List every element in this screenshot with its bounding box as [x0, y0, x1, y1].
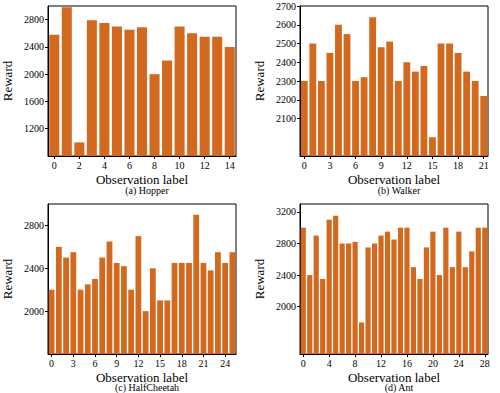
svg-text:2800: 2800: [24, 220, 44, 231]
svg-text:Reward: Reward: [0, 60, 15, 101]
svg-text:2400: 2400: [276, 270, 296, 281]
svg-text:9: 9: [379, 160, 384, 171]
svg-text:2600: 2600: [276, 19, 296, 30]
svg-text:2800: 2800: [24, 14, 44, 25]
svg-text:24: 24: [220, 358, 230, 369]
svg-text:0: 0: [52, 160, 57, 171]
svg-text:Observation label: Observation label: [348, 370, 440, 385]
svg-text:2000: 2000: [24, 306, 44, 317]
svg-text:Reward: Reward: [0, 258, 15, 299]
svg-text:3200: 3200: [276, 206, 296, 217]
svg-text:6: 6: [127, 160, 132, 171]
svg-text:1600: 1600: [24, 96, 44, 107]
svg-text:2400: 2400: [276, 57, 296, 68]
svg-text:24: 24: [454, 358, 464, 369]
svg-text:Observation label: Observation label: [96, 370, 188, 385]
svg-text:1200: 1200: [24, 123, 44, 134]
svg-text:0: 0: [49, 358, 54, 369]
svg-text:2000: 2000: [24, 69, 44, 80]
svg-text:14: 14: [225, 160, 235, 171]
svg-text:2500: 2500: [276, 38, 296, 49]
svg-text:3: 3: [71, 358, 76, 369]
svg-text:18: 18: [177, 358, 187, 369]
svg-text:12: 12: [376, 358, 386, 369]
svg-text:4: 4: [102, 160, 107, 171]
svg-text:21: 21: [198, 358, 208, 369]
svg-text:(b) Walker: (b) Walker: [378, 185, 421, 197]
svg-text:3: 3: [327, 160, 332, 171]
svg-text:2400: 2400: [24, 263, 44, 274]
svg-text:0: 0: [302, 160, 307, 171]
svg-text:8: 8: [152, 160, 157, 171]
svg-text:2100: 2100: [276, 113, 296, 124]
svg-text:20: 20: [428, 358, 438, 369]
svg-text:2700: 2700: [276, 1, 296, 12]
svg-text:2000: 2000: [276, 301, 296, 312]
svg-text:15: 15: [155, 358, 165, 369]
svg-text:Observation label: Observation label: [96, 172, 188, 187]
svg-text:2400: 2400: [24, 41, 44, 52]
svg-text:6: 6: [93, 358, 98, 369]
svg-text:10: 10: [175, 160, 185, 171]
svg-text:16: 16: [402, 358, 412, 369]
svg-text:2300: 2300: [276, 76, 296, 87]
svg-text:Observation label: Observation label: [348, 172, 440, 187]
svg-text:(d) Ant: (d) Ant: [385, 382, 414, 393]
svg-text:28: 28: [480, 358, 490, 369]
svg-text:12: 12: [133, 358, 143, 369]
svg-text:6: 6: [353, 160, 358, 171]
svg-text:2800: 2800: [276, 238, 296, 249]
svg-text:21: 21: [479, 160, 489, 171]
svg-text:2: 2: [77, 160, 82, 171]
svg-text:9: 9: [114, 358, 119, 369]
svg-text:Reward: Reward: [252, 60, 267, 101]
svg-text:(a) Hopper: (a) Hopper: [125, 185, 169, 197]
svg-text:0: 0: [301, 358, 306, 369]
svg-text:2200: 2200: [276, 94, 296, 105]
svg-text:4: 4: [327, 358, 332, 369]
svg-text:(c) HalfCheetah: (c) HalfCheetah: [115, 382, 179, 393]
svg-text:8: 8: [353, 358, 358, 369]
svg-text:Reward: Reward: [252, 258, 267, 299]
svg-text:12: 12: [402, 160, 412, 171]
svg-text:12: 12: [200, 160, 210, 171]
svg-text:15: 15: [427, 160, 437, 171]
svg-text:18: 18: [453, 160, 463, 171]
